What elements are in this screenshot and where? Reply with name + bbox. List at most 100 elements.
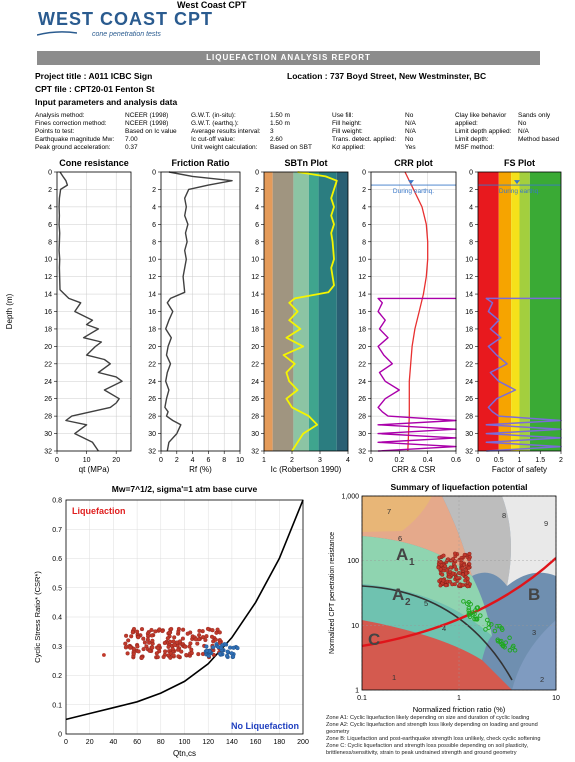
y-tick-label: 4 [255,204,259,211]
y-tick-label: 4 [469,204,473,211]
param-label: Ic cut-off value: [191,136,235,143]
scatter-point-liquefiable [172,642,177,648]
y-tick-label: 8 [469,239,473,246]
summary-point-green [494,623,500,629]
sbt-zone-band [308,172,319,451]
scatter-point-liquefiable [135,644,140,649]
y-tick-label: 0.7 [52,527,62,534]
scatter-point-liquefiable [130,630,135,635]
sbt-zone-band [264,172,273,451]
input-header: Input parameters and analysis data [35,97,178,107]
y-tick-label: 10 [44,257,52,264]
param-value: N/A [518,128,529,135]
summary-point-red [440,572,445,577]
y-tick-label: 32 [44,449,52,456]
x-tick-label: 0.5 [494,457,504,464]
sbt-zone-band [293,172,309,451]
fs-zone-band [529,172,561,451]
cone-resistance-trace [58,171,123,452]
summary-point-red [467,551,472,556]
company-logo: WEST COAST CPT [38,9,213,29]
param-value: 2.60 [270,136,283,143]
x-tick-label: 0 [369,457,373,464]
param-label: Kσ applied: [332,144,365,151]
zone-8-fill [442,496,511,586]
param-label: Analysis method: [35,112,85,119]
x-tick-label: 180 [273,739,285,746]
scatter-point-non-liquefiable [225,649,230,654]
scatter-point-liquefiable [153,629,158,634]
x-axis-label: Ic (Robertson 1990) [271,465,342,474]
y-tick-label: 0 [255,170,259,177]
summary-point-green [507,648,513,653]
x-tick-label: 100 [179,739,191,746]
param-value: 0.37 [125,144,138,151]
y-tick-label: 24 [358,379,366,386]
y-tick-label: 14 [44,292,52,299]
zone-number-label: 5 [424,599,428,608]
summary-point-red [462,552,467,557]
zone-label-a1: A [396,545,408,564]
param-col1-values: NCEER (1998) NCEER (1998) Based on Ic va… [125,112,177,152]
scatter-point-non-liquefiable [217,651,223,656]
x-axis-label: qt (MPa) [79,465,110,474]
x-tick-label: 10 [552,695,560,702]
y-tick-label: 22 [251,361,259,368]
param-value: Sands only [518,112,551,119]
param-value: Based on SBT [270,144,312,151]
x-tick-label: 0.2 [394,457,404,464]
y-tick-label: 30 [148,431,156,438]
zone-notes: Zone A1: Cyclic liquefaction likely depe… [326,715,562,757]
no-liquefaction-label: No Liquefaction [231,721,299,731]
y-tick-label: 10 [358,257,366,264]
param-col2-values: 1.50 m 1.50 m 3 2.60 Based on SBT [270,112,312,152]
summary-point-green [507,635,512,641]
x-tick-label: 0.6 [451,457,461,464]
param-value: 1.50 m [270,120,290,127]
zone-note: Zone A1: Cyclic liquefaction likely depe… [326,715,530,721]
y-tick-label: 30 [251,431,259,438]
y-tick-label: 26 [44,396,52,403]
scatter-point-liquefiable [193,637,198,642]
scatter-point-liquefiable [168,655,173,660]
param-label: Earthquake magnitude Mw: [35,136,115,143]
param-value: N/A [405,120,416,127]
summary-point-green [512,648,518,653]
x-axis-label: CRR & CSR [391,465,435,474]
gwt-label: During earthq. [393,188,434,195]
friction-ratio-trace [164,171,233,452]
y-tick-label: 10 [465,257,473,264]
y-tick-label: 32 [465,449,473,456]
zone-label-a2: A [392,585,404,604]
summary-point-red [438,567,443,572]
sbt-zone-band [318,172,337,451]
scatter-point-liquefiable [167,630,172,635]
y-tick-label: 32 [148,449,156,456]
scatter-point-liquefiable [139,655,144,660]
y-tick-label: 2 [469,187,473,194]
x-axis-label: Factor of safety [492,465,547,474]
y-tick-label: 32 [251,449,259,456]
zone-9-fill [502,496,556,586]
scatter-point-liquefiable [123,641,128,646]
y-tick-label: 1 [355,688,359,695]
x-tick-label: 200 [297,739,309,746]
y-tick-label: 24 [44,379,52,386]
plot-title: Mw=7^1/2, sigma'=1 atm base curve [112,484,258,494]
project-location: Location : 737 Boyd Street, New Westmins… [287,71,487,81]
x-tick-label: 10 [83,457,91,464]
x-tick-label: 0 [64,739,68,746]
x-tick-label: 8 [222,457,226,464]
param-value: Method based [518,136,560,143]
zone-number-label: 4 [442,624,446,633]
scatter-point-liquefiable [166,644,171,649]
scatter-point-liquefiable [155,655,160,660]
zone-4-fill [362,584,492,660]
y-tick-label: 0.4 [52,615,62,622]
fs-zone-band [511,172,520,451]
param-label: Clay like behavior [455,112,507,119]
scatter-point-liquefiable [165,636,170,641]
zone-note: Zone C: Cyclic liquefaction and strength… [326,743,529,756]
y-tick-label: 0 [469,170,473,177]
summary-point-red [447,574,452,579]
